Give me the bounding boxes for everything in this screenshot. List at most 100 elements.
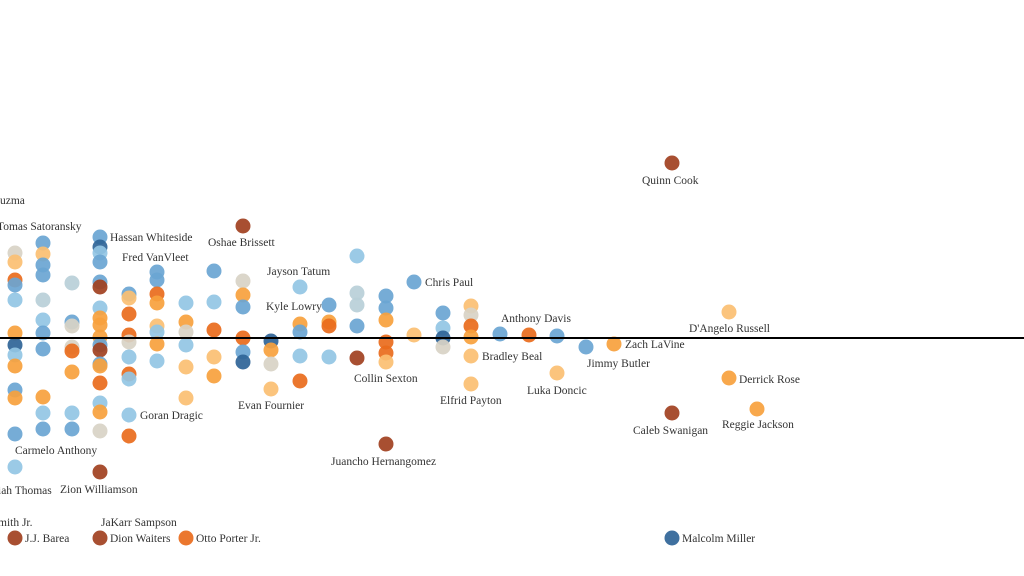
- player-point[interactable]: [664, 155, 680, 171]
- player-point[interactable]: [121, 290, 137, 306]
- player-point[interactable]: [121, 428, 137, 444]
- player-point[interactable]: [292, 348, 308, 364]
- player-point[interactable]: [321, 349, 337, 365]
- player-point[interactable]: [7, 292, 23, 308]
- player-point[interactable]: [35, 312, 51, 328]
- player-point[interactable]: [92, 279, 108, 295]
- player-point[interactable]: [263, 356, 279, 372]
- player-point[interactable]: [35, 405, 51, 421]
- player-point[interactable]: [64, 275, 80, 291]
- player-point[interactable]: [178, 324, 194, 340]
- player-point[interactable]: [149, 336, 165, 352]
- player-point[interactable]: [664, 530, 680, 546]
- player-point[interactable]: [92, 423, 108, 439]
- player-point[interactable]: [7, 390, 23, 406]
- player-point[interactable]: [206, 322, 222, 338]
- player-point[interactable]: [235, 299, 251, 315]
- player-point[interactable]: [7, 426, 23, 442]
- player-point[interactable]: [64, 364, 80, 380]
- player-point[interactable]: [178, 337, 194, 353]
- player-point[interactable]: [349, 318, 365, 334]
- player-point[interactable]: [263, 342, 279, 358]
- player-point[interactable]: [206, 263, 222, 279]
- player-point[interactable]: [378, 436, 394, 452]
- player-point[interactable]: [206, 368, 222, 384]
- player-point[interactable]: [121, 306, 137, 322]
- player-point[interactable]: [35, 421, 51, 437]
- player-point[interactable]: [35, 292, 51, 308]
- player-point[interactable]: [578, 339, 594, 355]
- player-point[interactable]: [749, 401, 765, 417]
- player-point[interactable]: [378, 354, 394, 370]
- player-point[interactable]: [64, 421, 80, 437]
- player-point[interactable]: [606, 336, 622, 352]
- player-point[interactable]: [7, 347, 23, 363]
- player-point[interactable]: [35, 389, 51, 405]
- player-point[interactable]: [206, 349, 222, 365]
- player-point[interactable]: [7, 277, 23, 293]
- player-point[interactable]: [235, 354, 251, 370]
- player-point[interactable]: [321, 318, 337, 334]
- player-point[interactable]: [406, 327, 422, 343]
- player-point[interactable]: [206, 294, 222, 310]
- player-point[interactable]: [35, 325, 51, 341]
- player-point[interactable]: [378, 300, 394, 316]
- player-point[interactable]: [149, 353, 165, 369]
- player-point[interactable]: [292, 373, 308, 389]
- player-point[interactable]: [435, 339, 451, 355]
- player-point[interactable]: [35, 246, 51, 262]
- player-point[interactable]: [92, 317, 108, 333]
- player-point[interactable]: [178, 390, 194, 406]
- player-point[interactable]: [7, 530, 23, 546]
- player-point[interactable]: [349, 297, 365, 313]
- player-point[interactable]: [121, 349, 137, 365]
- player-point[interactable]: [721, 370, 737, 386]
- player-point[interactable]: [64, 318, 80, 334]
- player-point[interactable]: [149, 295, 165, 311]
- player-point[interactable]: [463, 376, 479, 392]
- player-point[interactable]: [121, 407, 137, 423]
- player-point[interactable]: [435, 305, 451, 321]
- player-point[interactable]: [92, 464, 108, 480]
- player-point[interactable]: [235, 287, 251, 303]
- player-point[interactable]: [549, 328, 565, 344]
- player-point[interactable]: [178, 295, 194, 311]
- player-point[interactable]: [521, 327, 537, 343]
- player-point[interactable]: [406, 274, 422, 290]
- player-point[interactable]: [64, 343, 80, 359]
- player-point[interactable]: [35, 235, 51, 251]
- player-point[interactable]: [721, 304, 737, 320]
- player-point[interactable]: [463, 318, 479, 334]
- player-point[interactable]: [349, 285, 365, 301]
- player-point[interactable]: [7, 358, 23, 374]
- player-point[interactable]: [92, 404, 108, 420]
- player-point[interactable]: [178, 359, 194, 375]
- player-point[interactable]: [549, 365, 565, 381]
- player-point[interactable]: [7, 254, 23, 270]
- player-point[interactable]: [378, 288, 394, 304]
- player-point[interactable]: [235, 218, 251, 234]
- player-point[interactable]: [292, 324, 308, 340]
- player-point[interactable]: [664, 405, 680, 421]
- player-point[interactable]: [92, 254, 108, 270]
- player-point[interactable]: [92, 530, 108, 546]
- player-point[interactable]: [64, 405, 80, 421]
- player-point[interactable]: [463, 348, 479, 364]
- player-point[interactable]: [378, 312, 394, 328]
- player-point[interactable]: [349, 248, 365, 264]
- player-point[interactable]: [492, 326, 508, 342]
- player-point[interactable]: [92, 342, 108, 358]
- player-point[interactable]: [463, 307, 479, 323]
- player-point[interactable]: [349, 350, 365, 366]
- player-point[interactable]: [292, 279, 308, 295]
- player-point[interactable]: [178, 530, 194, 546]
- player-point[interactable]: [35, 341, 51, 357]
- player-point[interactable]: [263, 381, 279, 397]
- player-point[interactable]: [92, 358, 108, 374]
- player-point[interactable]: [35, 267, 51, 283]
- player-point[interactable]: [149, 324, 165, 340]
- player-point[interactable]: [7, 459, 23, 475]
- player-point[interactable]: [149, 272, 165, 288]
- player-point[interactable]: [121, 334, 137, 350]
- player-point[interactable]: [235, 273, 251, 289]
